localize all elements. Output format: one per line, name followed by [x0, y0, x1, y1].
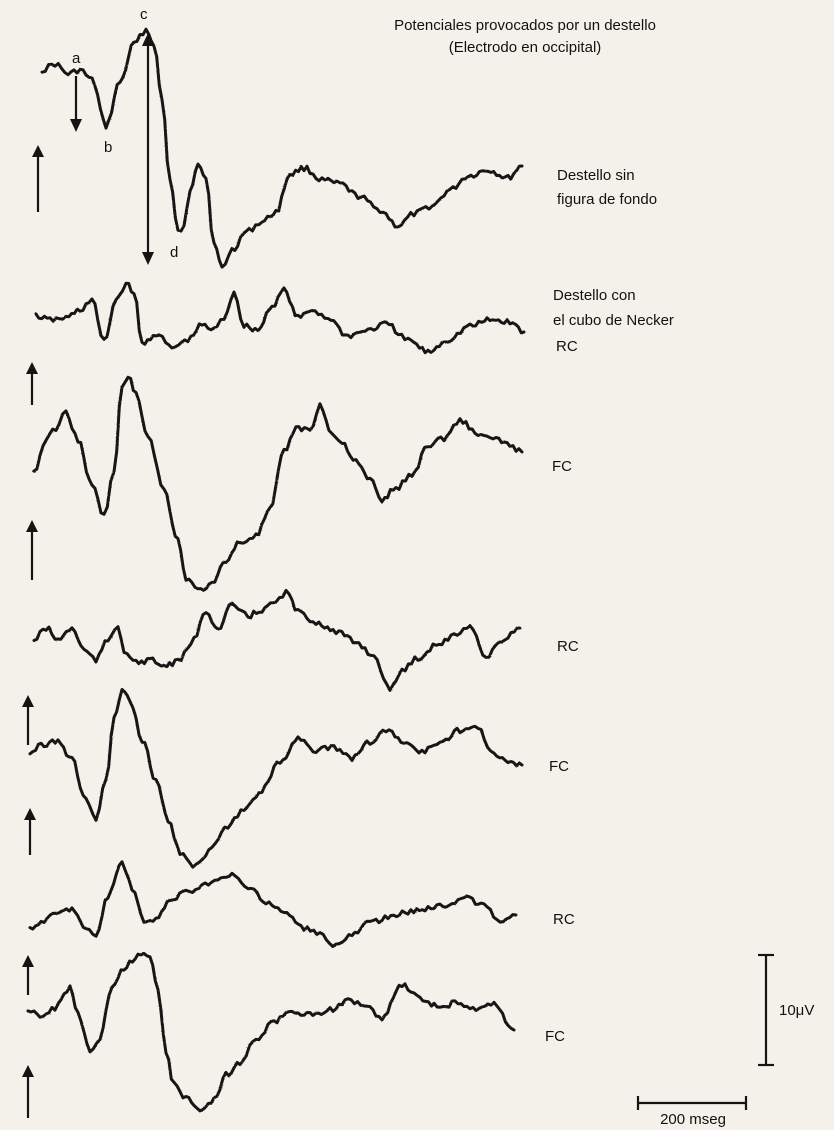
up-arrow-icon — [26, 520, 38, 580]
amplitude-cd-arrow — [142, 33, 154, 265]
trace-necker-fc-3 — [26, 951, 516, 1113]
up-arrow-icon — [26, 362, 38, 405]
peak-annotations: a b c d — [70, 6, 178, 265]
trace-necker-fc-1 — [32, 375, 524, 592]
peak-label-a: a — [72, 50, 81, 67]
up-arrow-icon — [22, 1065, 34, 1118]
trace-necker-fc-2 — [28, 688, 524, 869]
trace-label-fc-3: FC — [545, 1028, 565, 1045]
figure-title-line-2: (Electrodo en occipital) — [449, 39, 602, 56]
up-arrow-icon — [24, 808, 36, 855]
trace-necker-rc-2 — [32, 588, 522, 692]
time-scale-label: 200 mseg — [660, 1111, 726, 1128]
trace-no-background — [40, 27, 524, 269]
peak-label-b: b — [104, 139, 112, 156]
condition-necker-line-2: el cubo de Necker — [553, 312, 674, 329]
figure-title-line-1: Potenciales provocados por un destello — [394, 17, 656, 34]
trace-necker-rc-1 — [34, 281, 526, 355]
voltage-scale-bar: 10μV — [758, 953, 814, 1067]
up-arrow-icon — [22, 695, 34, 745]
trace-label-rc-1: RC — [556, 338, 578, 355]
trace-necker-rc-3 — [28, 860, 518, 948]
peak-label-c: c — [140, 6, 148, 23]
amplitude-ab-arrow — [70, 76, 82, 132]
trace-label-fc-1: FC — [552, 458, 572, 475]
condition-necker-line-1: Destello con — [553, 287, 636, 304]
trace-label-rc-3: RC — [553, 911, 575, 928]
waveform-traces — [26, 27, 526, 1113]
time-scale-bar: 200 mseg — [636, 1096, 748, 1128]
polarity-markers — [22, 145, 44, 1118]
trace-label-fc-2: FC — [549, 758, 569, 775]
voltage-scale-label: 10μV — [779, 1002, 814, 1019]
up-arrow-icon — [22, 955, 34, 995]
up-arrow-icon — [32, 145, 44, 212]
trace-label-rc-2: RC — [557, 638, 579, 655]
condition-no-background-line-2: figura de fondo — [557, 191, 657, 208]
peak-label-d: d — [170, 244, 178, 261]
condition-no-background-line-1: Destello sin — [557, 167, 635, 184]
